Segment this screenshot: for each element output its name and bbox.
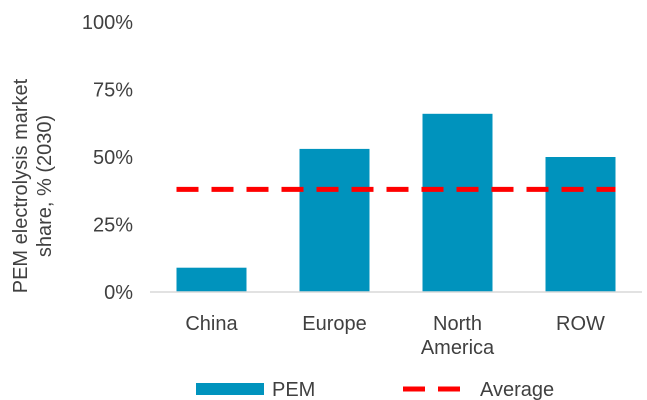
- y-tick-label: 0%: [104, 282, 133, 304]
- bars: [176, 113, 616, 292]
- bar-europe: [299, 148, 370, 292]
- bar-row: [545, 157, 616, 292]
- x-tick-label: Europe: [302, 313, 367, 335]
- x-tick-label: North America: [421, 313, 495, 359]
- x-tick-label: ROW: [556, 313, 605, 335]
- y-tick-label: 50%: [93, 147, 133, 169]
- y-axis-ticks: 0% 25% 50% 75% 100%: [82, 12, 133, 304]
- bar-china: [176, 267, 247, 292]
- y-tick-label: 100%: [82, 12, 133, 34]
- y-axis-title-line-2: share, % (2030): [34, 115, 56, 257]
- y-tick-label: 25%: [93, 215, 133, 237]
- legend: PEM Average: [196, 379, 554, 400]
- y-axis-title: PEM electrolysis market share, % (2030): [10, 78, 56, 293]
- legend-average-label: Average: [480, 379, 554, 400]
- x-tick-label: China: [185, 313, 238, 335]
- legend-pem-label: PEM: [272, 379, 315, 400]
- y-tick-label: 75%: [93, 80, 133, 102]
- x-axis-labels: China Europe North America ROW: [185, 313, 605, 359]
- bar-north-america: [422, 113, 493, 292]
- y-axis-title-line-1: PEM electrolysis market: [10, 78, 32, 293]
- legend-pem-swatch: [196, 383, 264, 395]
